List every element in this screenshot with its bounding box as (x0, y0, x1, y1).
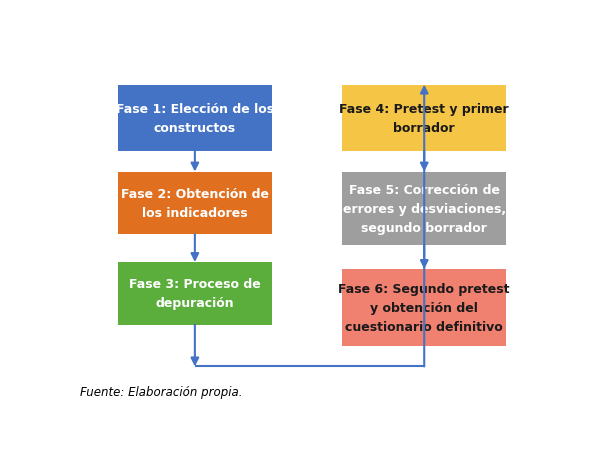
Text: Fase 6: Segundo pretest
y obtención del
cuestionario definitivo: Fase 6: Segundo pretest y obtención del … (338, 282, 510, 333)
FancyBboxPatch shape (342, 172, 506, 245)
Text: Fase 2: Obtención de
los indicadores: Fase 2: Obtención de los indicadores (121, 188, 269, 219)
Text: Fase 1: Elección de los
constructos: Fase 1: Elección de los constructos (116, 102, 274, 134)
FancyBboxPatch shape (118, 172, 272, 235)
Text: Fase 4: Pretest y primer
borrador: Fase 4: Pretest y primer borrador (339, 102, 509, 134)
Text: Fase 3: Proceso de
depuración: Fase 3: Proceso de depuración (129, 278, 261, 310)
FancyBboxPatch shape (342, 269, 506, 346)
Text: Fuente: Elaboración propia.: Fuente: Elaboración propia. (80, 385, 243, 398)
FancyBboxPatch shape (118, 262, 272, 325)
FancyBboxPatch shape (118, 85, 272, 152)
FancyBboxPatch shape (342, 85, 506, 152)
Text: Fase 5: Corrección de
errores y desviaciones,
segundo borrador: Fase 5: Corrección de errores y desviaci… (342, 183, 506, 234)
